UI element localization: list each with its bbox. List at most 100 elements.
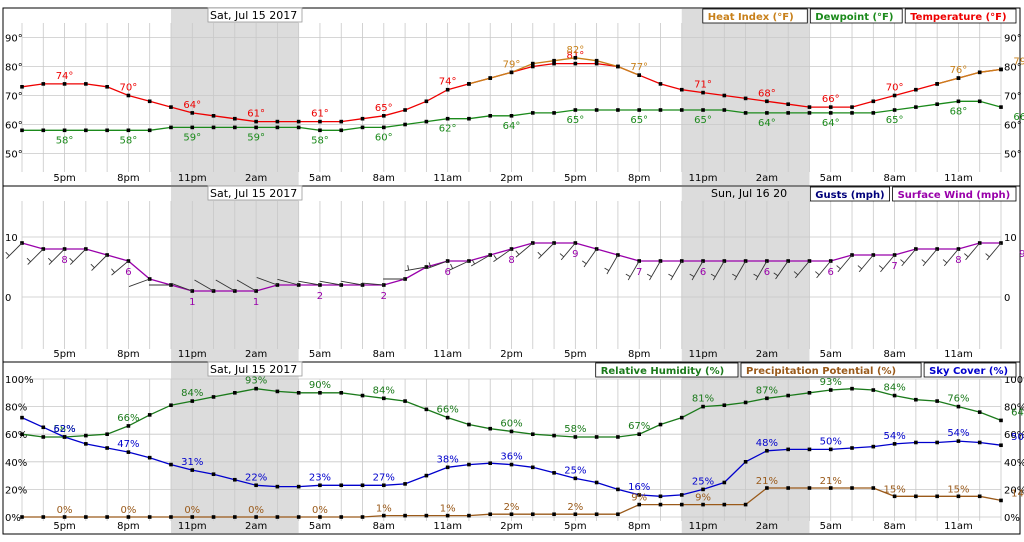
- data-point: [637, 493, 641, 497]
- x-tick-label: 2am: [245, 173, 267, 184]
- wind-barb-staff: [583, 248, 597, 268]
- wind-barb: [581, 248, 597, 268]
- data-label: 84%: [883, 383, 905, 394]
- x-tick-label: 11am: [433, 349, 462, 360]
- wind-barb: [171, 283, 193, 292]
- legend-box: [740, 362, 922, 378]
- y-tick-label-left: 20%: [5, 485, 27, 496]
- data-point: [126, 93, 131, 98]
- x-tick-label: 8pm: [117, 349, 139, 360]
- data-point: [147, 128, 152, 133]
- wind-barb-half-flag: [646, 273, 652, 277]
- x-tick-label: 8am: [373, 521, 395, 532]
- date-header: Sat, Jul 15 2017: [210, 9, 297, 22]
- data-label: 1%: [376, 504, 392, 515]
- data-point: [467, 116, 471, 121]
- wind-barb-half-flag: [921, 259, 926, 264]
- wind-barb-half-flag: [942, 259, 948, 264]
- y-tick-label-left: 90°: [5, 34, 23, 45]
- data-point: [828, 105, 833, 109]
- data-point: [424, 99, 429, 104]
- wind-barb-staff: [340, 280, 363, 286]
- data-point: [892, 93, 897, 98]
- data-point: [722, 93, 727, 98]
- data-point: [679, 493, 684, 497]
- wind-barb-half-flag: [428, 262, 432, 268]
- data-point: [339, 119, 344, 124]
- wind-barb-half-flag: [815, 271, 820, 276]
- data-point: [509, 462, 514, 467]
- data-label: 8: [61, 255, 67, 266]
- data-label: 70°: [120, 83, 138, 94]
- data-point: [169, 105, 173, 109]
- x-tick-label: 8am: [373, 349, 395, 360]
- data-label: 82°: [566, 45, 584, 56]
- wind-barb: [90, 254, 108, 271]
- data-point: [616, 435, 620, 439]
- data-label: 25%: [564, 465, 586, 476]
- y-tick-label-left: 80%: [5, 403, 27, 414]
- wind-barb-half-flag: [836, 265, 841, 270]
- data-point: [275, 389, 280, 394]
- data-label: 68°: [758, 88, 776, 99]
- y-tick-label-left: 50°: [5, 150, 23, 161]
- data-point: [467, 82, 471, 86]
- data-point: [20, 415, 24, 420]
- wind-barb-staff: [361, 282, 384, 286]
- data-point: [254, 125, 258, 130]
- x-tick-label: 8pm: [628, 521, 650, 532]
- y-tick-label-left: 0%: [5, 513, 21, 524]
- data-point: [679, 502, 684, 507]
- data-point: [552, 433, 556, 438]
- data-point: [126, 450, 131, 454]
- wind-barb-staff: [194, 279, 214, 292]
- wind-barb: [493, 248, 512, 262]
- wind-barb-staff: [922, 248, 938, 267]
- data-point: [275, 484, 280, 489]
- legend-box: [809, 8, 903, 24]
- data-point: [743, 460, 748, 464]
- data-point: [424, 407, 429, 412]
- legend-label: Precipitation Potential (%): [746, 366, 896, 377]
- data-label: 21%: [820, 476, 842, 487]
- data-point: [105, 128, 109, 133]
- data-point: [871, 486, 876, 490]
- x-tick-label: 11am: [433, 521, 462, 532]
- data-point: [41, 435, 46, 439]
- data-label: 60%: [500, 418, 522, 429]
- data-point: [211, 472, 216, 477]
- x-tick-label: 5pm: [53, 521, 75, 532]
- data-point: [318, 391, 322, 395]
- wind-barbs: [5, 242, 1002, 292]
- data-label: 8: [955, 255, 961, 266]
- data-label: 14%: [1011, 488, 1024, 499]
- data-point: [914, 105, 918, 109]
- wind-barb: [773, 260, 789, 280]
- wind-barb-half-flag: [732, 273, 737, 277]
- data-point: [616, 64, 620, 69]
- x-tick-label: 5pm: [564, 349, 586, 360]
- data-label: 7: [636, 267, 642, 278]
- data-label: 0%: [120, 505, 136, 516]
- data-point: [765, 448, 769, 453]
- data-point: [999, 67, 1003, 72]
- x-tick-label: 11am: [944, 173, 973, 184]
- series-3-2: 62% 47% 31% 22% 23% 27% 38% 36% 25% 16% 25% 48% 50% 5…: [20, 415, 1024, 499]
- data-point: [445, 415, 450, 420]
- data-point: [382, 396, 386, 401]
- data-point: [637, 432, 641, 436]
- data-point: [850, 111, 854, 115]
- legend-box: [923, 362, 1017, 378]
- data-point: [403, 122, 407, 127]
- data-label: 0%: [248, 505, 264, 516]
- data-point: [62, 128, 67, 133]
- data-point: [956, 404, 961, 409]
- y-tick-label-right: 90°: [1004, 34, 1022, 45]
- wind-barb: [878, 254, 895, 273]
- data-point: [403, 277, 407, 281]
- data-label: 64°: [183, 100, 201, 111]
- wind-barb-staff: [493, 248, 512, 262]
- data-point: [339, 483, 344, 488]
- wind-barb: [604, 254, 619, 275]
- wind-barb: [47, 248, 65, 265]
